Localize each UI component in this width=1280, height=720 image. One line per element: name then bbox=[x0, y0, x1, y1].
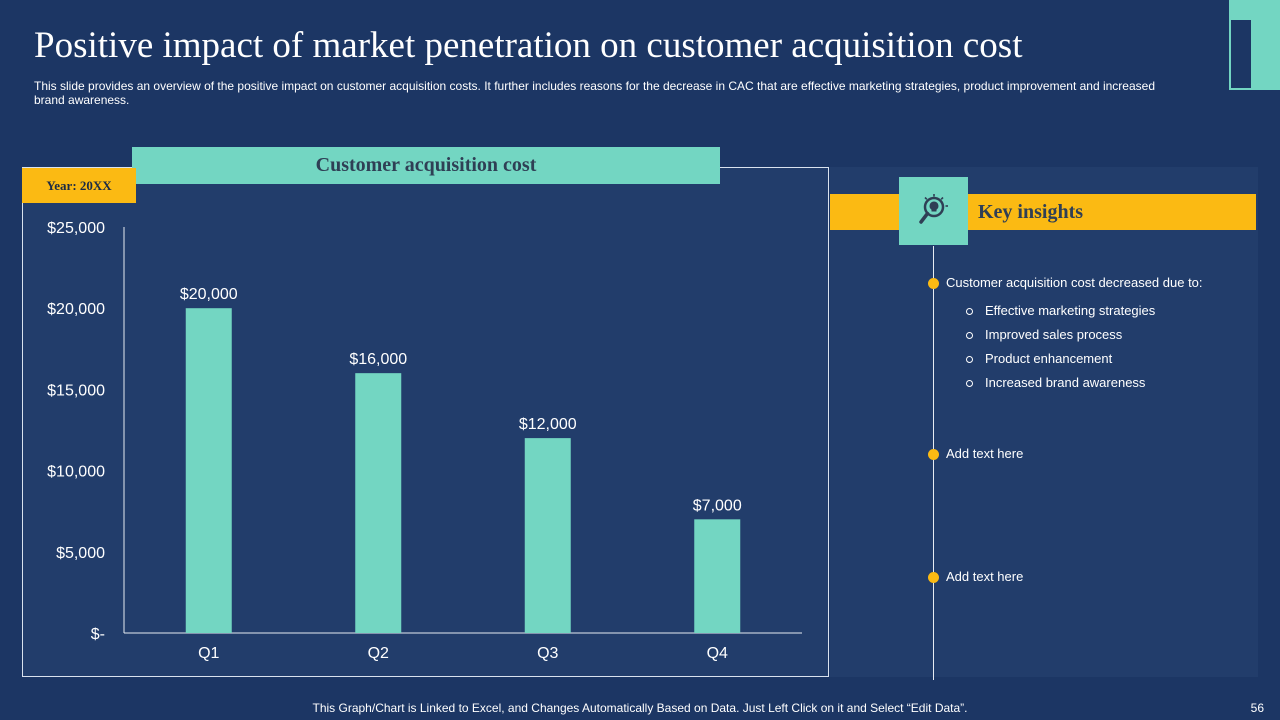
lightbulb-magnifier-icon bbox=[918, 194, 948, 224]
page-number: 56 bbox=[1250, 701, 1264, 715]
sub-item-text: Effective marketing strategies bbox=[985, 303, 1156, 318]
sub-item-text: Improved sales process bbox=[985, 327, 1123, 342]
timeline-dot bbox=[928, 572, 939, 583]
sub-item: Product enhancement bbox=[966, 347, 1155, 371]
slide-title: Positive impact of market penetration on… bbox=[34, 25, 1023, 66]
corner-decoration bbox=[1229, 0, 1280, 90]
slide-subtitle: This slide provides an overview of the p… bbox=[34, 79, 1155, 107]
timeline-line bbox=[933, 246, 934, 680]
chart-panel bbox=[22, 167, 829, 677]
insight-item-2: Add text here bbox=[946, 446, 1024, 461]
insights-icon-box bbox=[899, 177, 968, 245]
hollow-bullet-icon bbox=[966, 380, 973, 387]
hollow-bullet-icon bbox=[966, 356, 973, 363]
hollow-bullet-icon bbox=[966, 308, 973, 315]
sub-item-text: Product enhancement bbox=[985, 351, 1113, 366]
year-badge: Year: 20XX bbox=[22, 168, 136, 203]
insights-title: Key insights bbox=[978, 201, 1084, 223]
timeline-dot bbox=[928, 278, 939, 289]
insight-sub-list: Effective marketing strategies Improved … bbox=[966, 299, 1155, 395]
sub-item-text: Increased brand awareness bbox=[985, 375, 1146, 390]
insights-panel bbox=[830, 167, 1258, 677]
timeline-dot bbox=[928, 449, 939, 460]
footer-note: This Graph/Chart is Linked to Excel, and… bbox=[312, 701, 968, 715]
sub-item: Effective marketing strategies bbox=[966, 299, 1155, 323]
sub-item: Increased brand awareness bbox=[966, 371, 1155, 395]
sub-item: Improved sales process bbox=[966, 323, 1155, 347]
hollow-bullet-icon bbox=[966, 332, 973, 339]
chart-header: Customer acquisition cost bbox=[132, 147, 720, 184]
insight-item-3: Add text here bbox=[946, 569, 1024, 584]
insight-item-1: Customer acquisition cost decreased due … bbox=[946, 275, 1203, 290]
